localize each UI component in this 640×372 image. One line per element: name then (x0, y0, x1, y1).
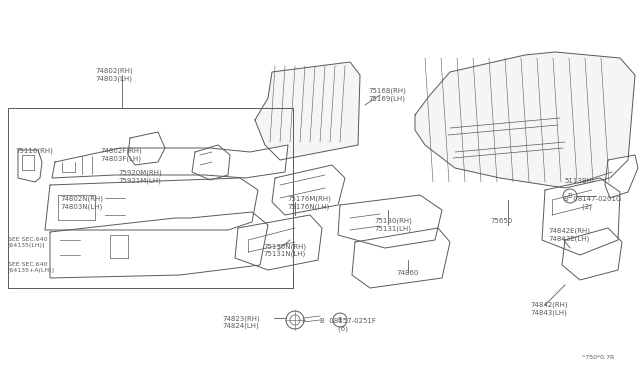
Bar (8, 108, 293, 288)
Polygon shape (52, 145, 288, 178)
Text: B: B (338, 317, 342, 323)
Polygon shape (272, 165, 345, 215)
Polygon shape (415, 52, 635, 188)
Polygon shape (128, 132, 165, 165)
Text: 75130N(RH)
75131N(LH): 75130N(RH) 75131N(LH) (263, 243, 306, 257)
Polygon shape (352, 228, 450, 288)
Text: SEE SEC.640
[64135(LH)]: SEE SEC.640 [64135(LH)] (8, 237, 47, 248)
Polygon shape (338, 195, 442, 248)
Text: 74802F(RH)
74803F(LH): 74802F(RH) 74803F(LH) (100, 148, 141, 162)
Text: 51138U: 51138U (564, 178, 591, 184)
Text: 74802N(RH)
74803N(LH): 74802N(RH) 74803N(LH) (60, 196, 103, 210)
Polygon shape (255, 62, 360, 160)
Text: 75130(RH)
75131(LH): 75130(RH) 75131(LH) (374, 218, 412, 232)
Text: 74842E(RH)
74843E(LH): 74842E(RH) 74843E(LH) (548, 228, 590, 242)
Polygon shape (605, 155, 638, 198)
Text: B  08147-0201G
        (2): B 08147-0201G (2) (564, 196, 621, 209)
Text: SEE SEC.640
[64135+A(LH)]: SEE SEC.640 [64135+A(LH)] (8, 262, 55, 273)
Polygon shape (235, 215, 322, 270)
Text: 75176M(RH)
75176N(LH): 75176M(RH) 75176N(LH) (287, 196, 331, 210)
Polygon shape (18, 150, 42, 182)
Text: 75920M(RH)
75921M(LH): 75920M(RH) 75921M(LH) (118, 170, 162, 184)
Text: 74823(RH)
74824(LH): 74823(RH) 74824(LH) (222, 315, 260, 329)
Polygon shape (45, 178, 258, 230)
Polygon shape (562, 228, 622, 280)
Polygon shape (542, 178, 620, 255)
Polygon shape (192, 145, 230, 180)
Text: 74860: 74860 (396, 270, 419, 276)
Text: 75650: 75650 (490, 218, 512, 224)
Text: 75116(RH): 75116(RH) (15, 148, 53, 154)
Text: 74842(RH)
74843(LH): 74842(RH) 74843(LH) (530, 302, 568, 316)
Polygon shape (50, 212, 268, 278)
Text: B  08157-0251F
        (6): B 08157-0251F (6) (320, 318, 376, 331)
Text: 74802(RH)
74803(LH): 74802(RH) 74803(LH) (95, 68, 132, 82)
Text: ^750*0.7R: ^750*0.7R (580, 355, 614, 360)
Text: 75168(RH)
75169(LH): 75168(RH) 75169(LH) (368, 88, 406, 102)
Text: B: B (568, 193, 572, 199)
